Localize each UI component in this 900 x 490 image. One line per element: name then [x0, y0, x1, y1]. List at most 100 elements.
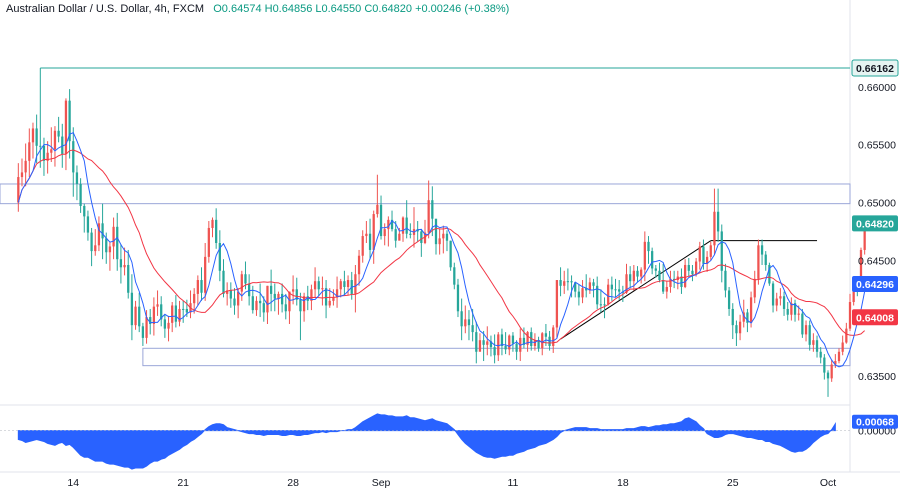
time-tick-label: 25: [727, 477, 739, 489]
candle-body: [757, 245, 760, 279]
candle-body: [504, 345, 507, 350]
candle-body: [610, 284, 613, 290]
candle-body: [116, 226, 119, 260]
candle-body: [431, 200, 434, 219]
candle-body: [716, 211, 720, 232]
candle-body: [764, 254, 767, 265]
candle-body: [830, 364, 833, 379]
candle-body: [222, 270, 225, 294]
candle-body: [526, 332, 529, 345]
candle-body: [420, 231, 423, 243]
candle-body: [643, 241, 646, 270]
candle-body: [204, 256, 207, 293]
candle-body: [493, 347, 496, 356]
candle-body: [760, 245, 764, 255]
candle-body: [478, 340, 482, 352]
candle-body: [262, 303, 265, 313]
ohlc-values: O0.64574 H0.64856 L0.64550 C0.64820 +0.0…: [213, 3, 510, 15]
ma_fast-price-badge: [852, 275, 898, 292]
candle-body: [405, 217, 408, 234]
candle-body: [449, 240, 452, 268]
candle-body: [702, 246, 705, 264]
candle-body: [691, 270, 694, 275]
candle-body: [68, 100, 71, 142]
ma_fast-price-text: 0.64296: [856, 279, 894, 291]
candle-body: [841, 342, 844, 352]
candle-body: [20, 172, 24, 178]
candle-body: [332, 297, 335, 301]
candle-body: [269, 285, 273, 294]
candle-body: [698, 246, 701, 262]
candle-body: [105, 238, 108, 253]
candle-body: [497, 334, 500, 356]
candle-body: [258, 300, 262, 304]
candle-body: [632, 270, 635, 282]
candle-body: [248, 283, 251, 297]
candle-body: [694, 261, 698, 275]
candle-body: [863, 223, 866, 250]
oscillator-area: [17, 413, 836, 470]
candle-body: [31, 128, 35, 143]
ma_slow-price-text: 0.64008: [856, 312, 894, 324]
candle-body: [801, 313, 804, 335]
candle-body: [17, 177, 20, 203]
candle-body: [607, 284, 610, 305]
candle-body: [295, 289, 298, 300]
price-tick-label: 0.66000: [858, 82, 896, 94]
candle-body: [138, 306, 141, 327]
candle-body: [46, 152, 49, 161]
candle-body: [533, 340, 537, 346]
candle-body: [346, 280, 350, 287]
candle-body: [317, 281, 320, 290]
candle-body: [174, 305, 177, 322]
candle-body: [354, 274, 357, 294]
candle-body: [127, 264, 130, 293]
candle-body: [599, 304, 602, 306]
candle-body: [196, 280, 199, 294]
candle-body: [782, 296, 786, 309]
time-tick-label: 14: [67, 477, 79, 489]
candle-body: [804, 325, 808, 335]
candle-body: [625, 274, 628, 293]
candle-body: [207, 227, 210, 257]
candle-body: [705, 256, 709, 264]
candle-body: [508, 335, 511, 350]
candle-body: [515, 343, 518, 352]
candle-body: [680, 276, 683, 287]
ma-fast-line: [17, 131, 866, 368]
candle-body: [302, 296, 306, 312]
last-price-text: 0.64820: [856, 218, 894, 230]
candle-body: [365, 233, 368, 237]
candle-body: [683, 264, 687, 287]
candle-body: [482, 340, 485, 345]
candle-body: [566, 281, 570, 283]
candle-body: [255, 300, 258, 311]
candle-body: [592, 282, 595, 286]
candle-body: [379, 204, 383, 237]
candle-body: [226, 290, 229, 294]
candle-body: [200, 280, 203, 293]
candle-body: [35, 128, 38, 146]
candle-body: [768, 264, 771, 284]
candle-body: [544, 333, 548, 337]
candle-body: [471, 325, 474, 333]
time-tick-label: 21: [177, 477, 189, 489]
candle-body: [837, 351, 841, 362]
candle-body: [178, 308, 181, 322]
candle-body: [797, 313, 800, 315]
ma-slow-line: [17, 149, 865, 344]
candle-body: [335, 289, 339, 298]
candle-body: [793, 303, 797, 315]
candle-body: [445, 233, 449, 241]
time-axis-ticks: 14 21 28 Sep 11 18 25 Oct: [67, 477, 836, 489]
candle-body: [581, 288, 584, 298]
price-badges: 0.66162 0.64820 0.64296 0.64008 0.00068: [851, 59, 899, 429]
price-tick-label: 0.63500: [858, 371, 896, 383]
candle-body: [310, 289, 313, 301]
candle-body: [229, 290, 232, 299]
candle-body: [423, 232, 427, 243]
candle-body: [237, 291, 240, 306]
candle-body: [442, 233, 445, 239]
candle-body: [152, 306, 156, 324]
candle-body: [658, 270, 661, 281]
